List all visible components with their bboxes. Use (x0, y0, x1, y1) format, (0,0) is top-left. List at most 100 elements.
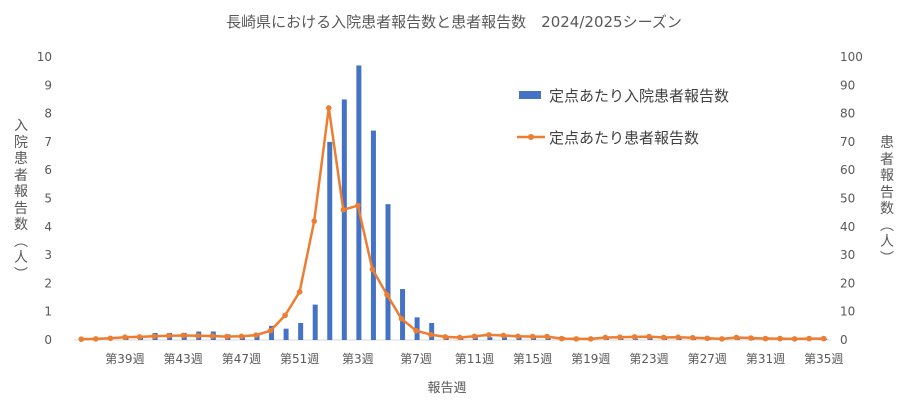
line-point (427, 331, 434, 338)
line-point (122, 334, 128, 340)
x-tick-label: 第51週 (280, 352, 319, 366)
line-point (777, 335, 783, 342)
line-point (587, 336, 594, 342)
x-tick-label: 第3週 (342, 352, 374, 366)
right-tick-label: 80 (840, 107, 855, 121)
line-point (646, 333, 652, 340)
legend-bar-label: 定点あたり入院患者報告数 (549, 87, 729, 105)
x-tick-label: 第7週 (400, 352, 432, 366)
legend-line-label: 定点あたり患者報告数 (549, 129, 699, 147)
line-point (413, 327, 419, 334)
bar (341, 99, 347, 340)
legend-line-marker (528, 134, 534, 140)
line-point (515, 333, 521, 340)
line-point (573, 336, 580, 342)
line-point (238, 333, 245, 340)
x-axis-title: 報告週 (427, 381, 466, 396)
line-point (762, 335, 769, 342)
left-tick-label: 3 (44, 248, 52, 262)
line-point (93, 336, 99, 342)
left-tick-label: 6 (44, 163, 52, 177)
line-point (471, 333, 478, 340)
line-point (136, 334, 143, 340)
line-point (748, 335, 754, 341)
line-point (355, 202, 361, 209)
left-tick-label: 7 (44, 135, 52, 149)
left-tick-label: 8 (44, 107, 52, 121)
x-tick-label: 第39週 (105, 352, 144, 366)
line-point (719, 336, 725, 342)
right-axis-title: 患者報告数 ︵ 人 ︶ (880, 135, 894, 267)
bar (385, 204, 391, 340)
line-point (384, 291, 390, 298)
series-line (81, 106, 824, 341)
left-tick-label: 4 (44, 220, 52, 234)
line-point (529, 333, 536, 340)
line-point (296, 289, 303, 295)
x-tick-label: 第23週 (629, 352, 668, 366)
line-point (631, 334, 638, 340)
x-tick-label: 第43週 (164, 352, 203, 366)
left-axis-ticks: 0 1 2 3 4 5 6 7 8 9 10 (37, 50, 52, 347)
line-point (602, 334, 609, 341)
line-point (224, 333, 230, 340)
legend-bar-swatch (519, 91, 541, 99)
line-point (733, 334, 740, 341)
line-point (486, 332, 492, 338)
line-point (209, 333, 216, 339)
bar (501, 337, 507, 340)
right-tick-label: 30 (840, 248, 855, 262)
bar (327, 141, 333, 340)
x-tick-label: 第35週 (804, 352, 843, 366)
left-tick-label: 1 (44, 305, 52, 319)
x-tick-label: 第19週 (571, 352, 610, 366)
line-point (151, 333, 157, 340)
line-point (660, 334, 667, 341)
legend: 定点あたり入院患者報告数 定点あたり患者報告数 (517, 87, 729, 147)
left-tick-label: 5 (44, 192, 52, 206)
bar (312, 304, 318, 340)
right-tick-label: 10 (840, 305, 855, 319)
line-point (194, 332, 201, 339)
bar (283, 328, 289, 340)
line-point (253, 332, 259, 338)
line-point (78, 336, 85, 342)
bar (356, 65, 362, 341)
line-point (558, 335, 565, 342)
line-point (617, 334, 623, 340)
line-series (78, 105, 827, 342)
line-point (282, 312, 288, 319)
x-tick-label: 第31週 (746, 352, 785, 366)
left-tick-label: 0 (44, 333, 52, 347)
line-point (267, 327, 274, 334)
right-tick-label: 90 (840, 78, 855, 92)
bar (429, 323, 435, 340)
line-point (398, 315, 405, 322)
line-point (107, 335, 114, 342)
bar (370, 130, 376, 340)
left-axis-title: 入院患者報告数 ︵ 人 ︶ (14, 118, 28, 283)
left-tick-label: 10 (37, 50, 52, 64)
right-tick-label: 60 (840, 163, 855, 177)
bar (400, 289, 406, 340)
line-point (311, 218, 318, 224)
left-tick-label: 2 (44, 276, 52, 290)
right-tick-label: 20 (840, 276, 855, 290)
line-point (165, 332, 172, 339)
line-point (442, 334, 449, 340)
line-point (704, 335, 711, 342)
right-tick-label: 40 (840, 220, 855, 234)
right-tick-label: 50 (840, 192, 855, 206)
line-point (675, 334, 681, 340)
line-point (544, 333, 550, 340)
right-tick-label: 100 (840, 50, 863, 64)
line-point (820, 335, 827, 342)
line-point (180, 332, 186, 339)
bar-series (123, 65, 828, 341)
line-point (500, 332, 507, 339)
x-tick-label: 第11週 (455, 352, 494, 366)
right-axis-ticks: 0 10 20 30 40 50 60 70 80 90 100 (840, 50, 863, 347)
line-point (806, 335, 812, 342)
bar (298, 323, 304, 340)
